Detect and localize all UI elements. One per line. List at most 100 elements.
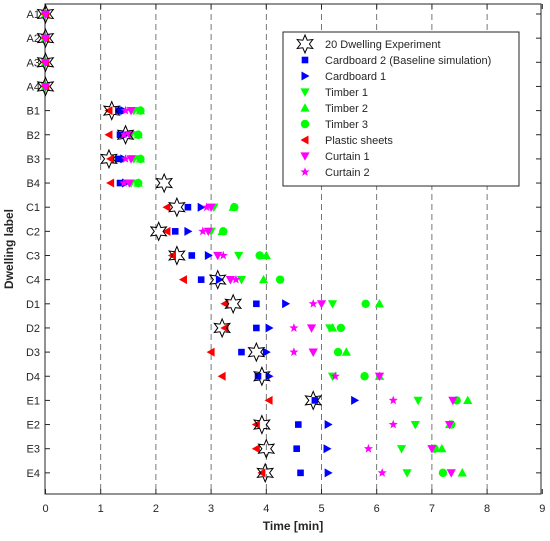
data-point: [100, 148, 118, 170]
data-point: [136, 106, 145, 115]
data-point: [167, 245, 186, 266]
legend-label: Curtain 1: [325, 151, 370, 163]
data-point: [155, 172, 174, 194]
data-point: [402, 469, 412, 478]
y-tick-label: A1: [27, 9, 40, 21]
data-point: [308, 299, 318, 308]
legend: 20 Dwelling Experiment Cardboard 2 (Basel…: [282, 31, 520, 187]
data-point: [327, 323, 338, 332]
y-tick-label: D2: [26, 323, 40, 335]
data-point: [116, 179, 124, 187]
data-point: [361, 299, 370, 308]
legend-entry: 20 Dwelling Experiment: [296, 33, 441, 55]
data-point: [251, 444, 260, 454]
data-point: [293, 445, 300, 452]
y-tick-label: C4: [26, 275, 40, 287]
legend-entry: Timber 1: [300, 87, 368, 99]
data-point: [446, 469, 456, 478]
data-point: [316, 300, 327, 309]
data-point: [134, 130, 143, 139]
data-point: [104, 130, 113, 140]
data-point: [238, 348, 245, 356]
data-point: [323, 444, 332, 454]
x-axis-label: Time [min]: [263, 519, 323, 533]
y-tick-label: A2: [27, 33, 40, 45]
data-point: [374, 372, 385, 382]
data-point: [438, 468, 448, 478]
data-point: [295, 421, 302, 428]
data-point: [311, 397, 319, 404]
data-point: [265, 323, 274, 333]
y-tick-label: E3: [27, 444, 40, 456]
data-point: [115, 155, 122, 163]
legend-entry: Cardboard 1: [301, 71, 386, 83]
data-point: [197, 276, 205, 283]
legend-marker: [300, 135, 309, 145]
data-point: [184, 226, 193, 236]
data-point: [341, 347, 351, 356]
data-point: [218, 250, 228, 260]
data-point: [149, 221, 168, 242]
data-point: [410, 420, 420, 430]
y-tick-label: A4: [27, 81, 40, 93]
data-point: [253, 300, 260, 308]
x-tick-label: 4: [263, 503, 269, 515]
data-point: [36, 27, 55, 49]
data-point: [255, 251, 264, 260]
data-point: [262, 347, 271, 357]
data-point: [36, 52, 55, 73]
legend-box: [282, 31, 520, 187]
data-point: [116, 131, 124, 139]
data-point: [257, 438, 276, 459]
data-point: [162, 226, 171, 236]
y-tick-label: B1: [27, 106, 40, 118]
x-tick-label: 9: [539, 503, 545, 515]
legend-label: Timber 3: [325, 119, 368, 131]
data-point: [213, 317, 232, 339]
data-point: [330, 371, 340, 381]
legend-entry: Timber 3: [300, 119, 368, 131]
data-point: [215, 275, 224, 285]
x-tick-label: 5: [318, 503, 324, 515]
data-point: [104, 106, 113, 116]
data-point: [220, 323, 229, 333]
data-point: [40, 81, 51, 91]
data-point: [448, 396, 458, 406]
legend-marker: [301, 71, 310, 81]
data-point: [258, 274, 269, 284]
data-point: [388, 419, 398, 429]
y-tick-label: C1: [26, 202, 40, 214]
data-point: [413, 396, 423, 406]
data-point: [256, 462, 275, 484]
x-tick-label: 6: [374, 503, 380, 515]
x-tick-label: 2: [153, 503, 159, 515]
data-point: [333, 347, 343, 357]
y-tick-label: B2: [27, 130, 40, 142]
data-point: [252, 414, 271, 435]
y-tick-label: A3: [27, 57, 40, 69]
data-point: [106, 154, 115, 164]
data-point: [396, 445, 407, 454]
legend-entry: Plastic sheets: [300, 135, 393, 147]
data-point: [179, 275, 187, 285]
data-point: [120, 154, 131, 163]
data-point: [36, 3, 55, 25]
y-tick-label: E4: [27, 468, 40, 480]
data-point: [225, 276, 236, 285]
data-point: [289, 347, 299, 356]
data-point: [220, 299, 229, 309]
legend-marker: [300, 119, 310, 129]
y-axis-ticks: A1 A2 A3 A4 B1 B2 B3 B4 C1 C2 C3 C4 D1 D2 D3 D4 E1 E2 E3 E4: [26, 9, 541, 480]
data-point: [136, 154, 145, 164]
data-point: [217, 371, 226, 381]
y-tick-label: C3: [26, 251, 40, 263]
data-point: [457, 468, 467, 477]
data-point: [282, 299, 291, 309]
legend-marker: [301, 56, 309, 64]
data-point: [188, 252, 196, 259]
data-point: [213, 251, 223, 261]
data-point: [251, 420, 260, 430]
data-point: [261, 250, 271, 260]
data-point: [444, 420, 455, 430]
data-point: [184, 203, 192, 211]
